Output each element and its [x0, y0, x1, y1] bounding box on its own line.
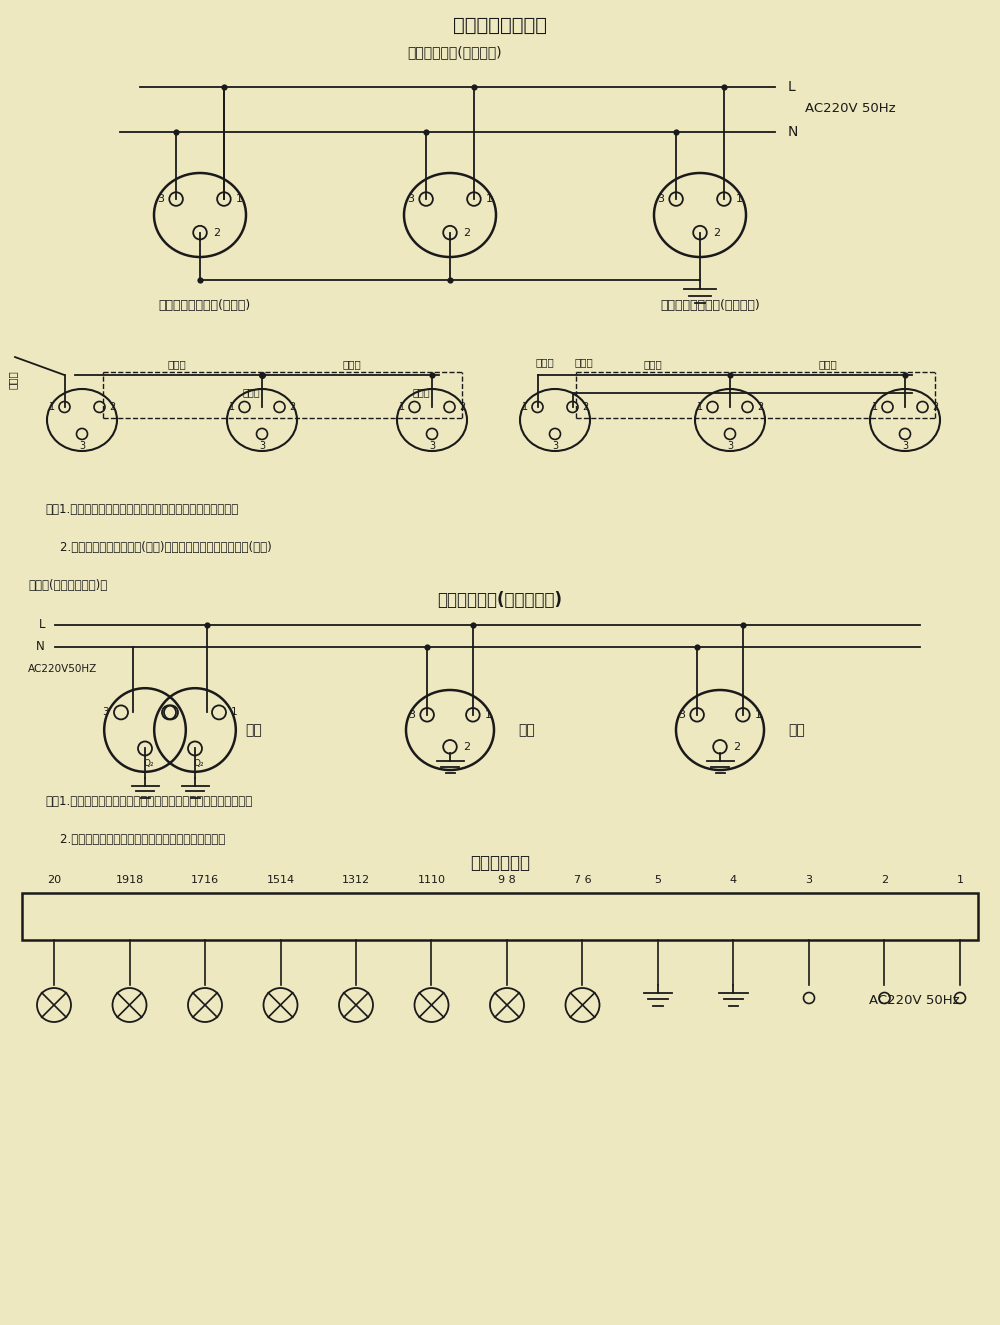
Text: 2.第一台灯的接受信号线(黄芯)和末尾一台灯的输出信号线(红芯): 2.第一台灯的接受信号线(黄芯)和末尾一台灯的输出信号线(红芯) — [45, 541, 272, 554]
Text: 1312: 1312 — [342, 874, 370, 885]
Text: 1: 1 — [485, 193, 492, 204]
Text: 2: 2 — [109, 401, 115, 412]
Text: 3: 3 — [79, 441, 85, 451]
Text: 3: 3 — [429, 441, 435, 451]
Text: 1: 1 — [522, 401, 528, 412]
Text: 1110: 1110 — [417, 874, 445, 885]
Text: 1918: 1918 — [115, 874, 144, 885]
Text: 4: 4 — [730, 874, 737, 885]
Text: 1514: 1514 — [266, 874, 295, 885]
Text: 1: 1 — [231, 708, 238, 717]
Text: 红芯线: 红芯线 — [8, 371, 18, 390]
Text: 1: 1 — [872, 401, 878, 412]
Text: 同步线接线示意图(慢启动): 同步线接线示意图(慢启动) — [159, 298, 251, 311]
Text: 2: 2 — [463, 742, 471, 751]
Text: AC220V50HZ: AC220V50HZ — [28, 664, 97, 674]
Text: 5: 5 — [654, 874, 661, 885]
Text: 1: 1 — [229, 401, 235, 412]
Text: 2: 2 — [213, 228, 221, 237]
Text: AC220V 50Hz: AC220V 50Hz — [869, 994, 960, 1007]
Text: L: L — [38, 619, 45, 632]
Text: 3: 3 — [902, 441, 908, 451]
Text: 副灯: 副灯 — [518, 723, 535, 737]
Text: L: L — [788, 80, 796, 94]
Text: 1: 1 — [484, 710, 491, 719]
Text: 屏蔽线: 屏蔽线 — [343, 359, 361, 370]
Text: 3: 3 — [408, 193, 415, 204]
Text: AC220V 50Hz: AC220V 50Hz — [805, 102, 896, 115]
Text: 副灯: 副灯 — [788, 723, 805, 737]
Text: 2: 2 — [733, 742, 741, 751]
Text: 3: 3 — [158, 193, 165, 204]
Text: 1: 1 — [235, 193, 242, 204]
Text: 屏蔽线: 屏蔽线 — [168, 359, 186, 370]
Text: 2: 2 — [582, 401, 588, 412]
Text: 注：1.屏蔽线的红芯为输出信号，屏蔽线的黄芯为接受信号。: 注：1.屏蔽线的红芯为输出信号，屏蔽线的黄芯为接受信号。 — [45, 504, 238, 515]
Bar — [22, 893, 978, 939]
Text: 红芯线: 红芯线 — [536, 356, 554, 367]
Text: 1: 1 — [754, 710, 761, 719]
Text: 1: 1 — [399, 401, 405, 412]
Text: 黄芯线: 黄芯线 — [574, 356, 593, 367]
Text: 7 6: 7 6 — [574, 874, 591, 885]
Text: 1: 1 — [697, 401, 703, 412]
Text: 屏蔽线: 屏蔽线 — [818, 359, 837, 370]
Text: Q₂: Q₂ — [143, 759, 154, 768]
Text: 红芯线: 红芯线 — [243, 387, 260, 398]
Text: 红芯线: 红芯线 — [413, 387, 430, 398]
Text: 航空障碍灯接线图: 航空障碍灯接线图 — [453, 16, 547, 34]
Text: 3: 3 — [727, 441, 733, 451]
Text: 3: 3 — [806, 874, 812, 885]
Text: 同步线接线示意图(直接启动): 同步线接线示意图(直接启动) — [660, 298, 760, 311]
Text: 9 8: 9 8 — [498, 874, 516, 885]
Text: 1: 1 — [956, 874, 964, 885]
Text: 注：1.主灯白天自动关闭，晚上自动打开，副灯与主灯同步闪光。: 注：1.主灯白天自动关闭，晚上自动打开，副灯与主灯同步闪光。 — [45, 795, 252, 808]
Text: 2: 2 — [463, 228, 471, 237]
Text: 1716: 1716 — [191, 874, 219, 885]
Text: N: N — [36, 640, 45, 653]
Text: 2: 2 — [459, 401, 465, 412]
Text: 2: 2 — [713, 228, 721, 237]
Text: 3: 3 — [102, 708, 109, 717]
Text: 则不用(特种型号除外)。: 则不用(特种型号除外)。 — [28, 579, 107, 592]
Text: 主控灯接线图(也叫母子灯): 主控灯接线图(也叫母子灯) — [438, 591, 562, 610]
Text: 20: 20 — [47, 874, 61, 885]
Text: 2: 2 — [757, 401, 763, 412]
Text: Q₂: Q₂ — [193, 759, 204, 768]
Text: 3: 3 — [658, 193, 665, 204]
Text: 2.采用主控灯控制，性能十分稳定可靠，布线简单。: 2.采用主控灯控制，性能十分稳定可靠，布线简单。 — [45, 833, 225, 845]
Text: 1: 1 — [735, 193, 742, 204]
Text: 3: 3 — [552, 441, 558, 451]
Text: 1: 1 — [49, 401, 55, 412]
Text: 电源线接线图(航空插头): 电源线接线图(航空插头) — [408, 45, 502, 60]
Text: 2: 2 — [289, 401, 295, 412]
Text: 3: 3 — [259, 441, 265, 451]
Text: 主灯: 主灯 — [245, 723, 262, 737]
Text: 屏蔽线: 屏蔽线 — [643, 359, 662, 370]
Text: 控制箱接线图: 控制箱接线图 — [470, 855, 530, 872]
Text: 3: 3 — [679, 710, 686, 719]
Text: 2: 2 — [932, 401, 938, 412]
Text: 3: 3 — [409, 710, 416, 719]
Text: 2: 2 — [881, 874, 888, 885]
Text: N: N — [788, 125, 798, 139]
